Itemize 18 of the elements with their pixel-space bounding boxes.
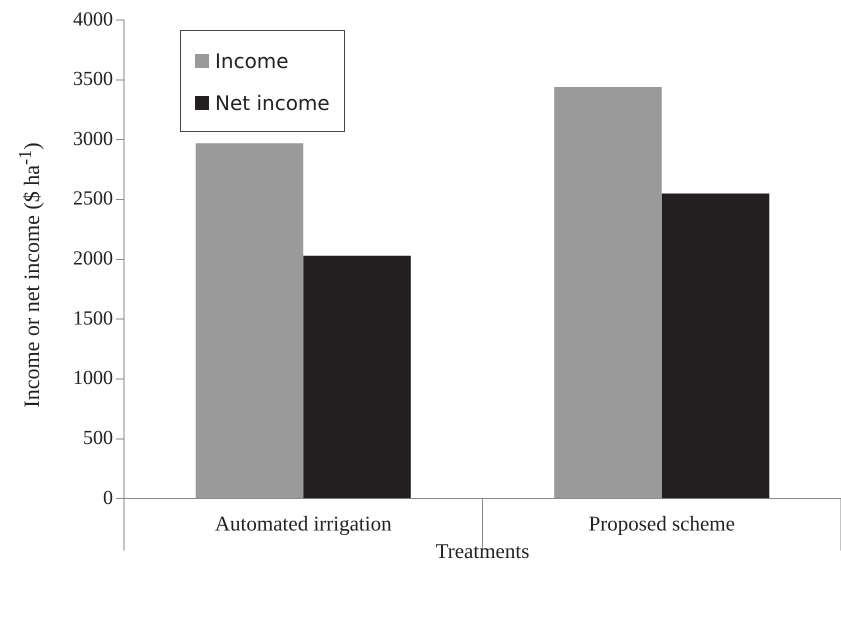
y-tick-label: 500 (83, 427, 113, 450)
y-tick-label: 3500 (73, 68, 113, 90)
y-tick-label: 2500 (73, 188, 113, 210)
x-tick-label: Automated irrigation (214, 512, 392, 536)
y-tick-label: 1500 (73, 307, 113, 330)
y-tick-label: 0 (103, 486, 113, 509)
bar (196, 143, 304, 498)
y-tick-label: 3000 (73, 128, 113, 150)
bar (554, 87, 662, 498)
x-axis-title: Treatments (436, 538, 530, 563)
bar (662, 193, 770, 498)
legend-label: Income (215, 49, 289, 73)
legend-label: Net income (215, 91, 330, 115)
y-tick-label: 4000 (73, 8, 113, 30)
y-tick-label: 1000 (73, 367, 113, 390)
bar (303, 256, 411, 498)
x-tick-label: Proposed scheme (588, 512, 735, 536)
y-tick-label: 2000 (73, 248, 113, 270)
